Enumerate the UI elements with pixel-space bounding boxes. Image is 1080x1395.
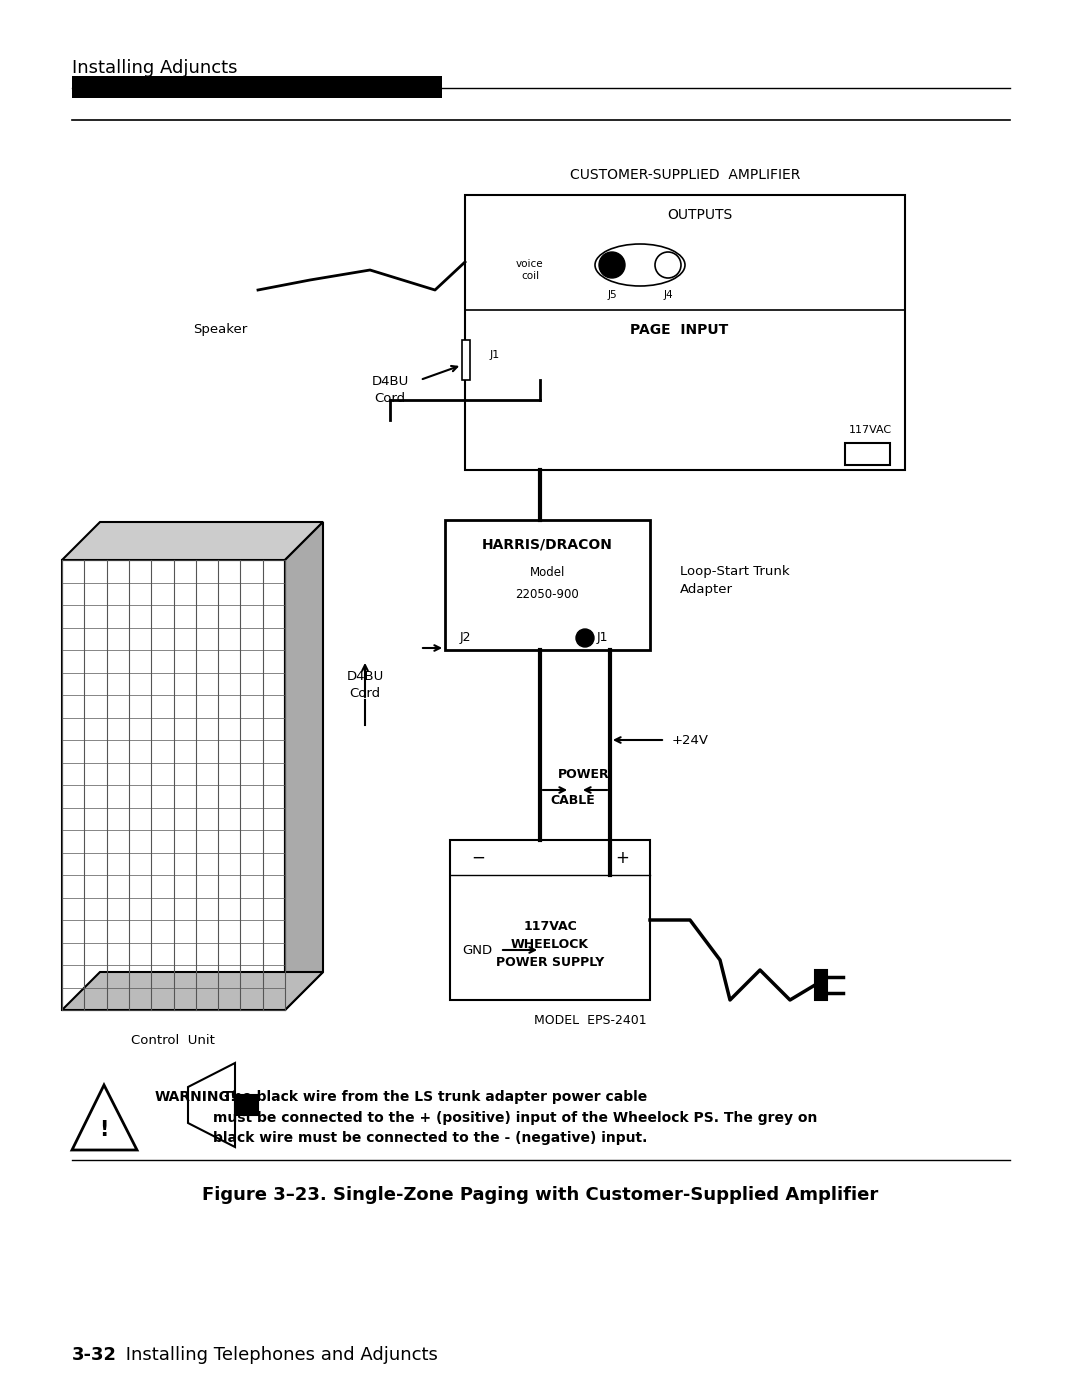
Text: Installing Adjuncts: Installing Adjuncts [72, 59, 238, 77]
Polygon shape [285, 522, 323, 1010]
Bar [465, 195, 905, 470]
Text: J2: J2 [460, 632, 472, 644]
Polygon shape [188, 1063, 235, 1147]
Text: Figure 3–23. Single-Zone Paging with Customer-Supplied Amplifier: Figure 3–23. Single-Zone Paging with Cus… [202, 1186, 878, 1204]
Text: 117VAC: 117VAC [849, 425, 892, 435]
Text: Installing Telephones and Adjuncts: Installing Telephones and Adjuncts [120, 1346, 437, 1364]
Bar [845, 444, 890, 465]
Text: +24V: +24V [672, 734, 708, 746]
Circle shape [576, 629, 594, 647]
Text: WARNING!: WARNING! [156, 1089, 238, 1103]
Text: POWER: POWER [558, 769, 609, 781]
Text: 117VAC
WHEELOCK
POWER SUPPLY: 117VAC WHEELOCK POWER SUPPLY [496, 921, 604, 970]
Polygon shape [72, 1085, 137, 1149]
Text: J1: J1 [490, 350, 500, 360]
Bar [445, 520, 650, 650]
Bar [62, 559, 285, 1010]
Text: 3-32: 3-32 [72, 1346, 117, 1364]
Text: +: + [616, 850, 629, 868]
Text: Model: Model [530, 565, 565, 579]
Text: CABLE: CABLE [550, 794, 595, 806]
Text: Loop-Start Trunk
Adapter: Loop-Start Trunk Adapter [680, 565, 789, 596]
Ellipse shape [595, 244, 685, 286]
Text: Speaker: Speaker [193, 324, 247, 336]
Polygon shape [62, 972, 323, 1010]
Text: 22050-900: 22050-900 [515, 589, 579, 601]
Text: D4BU
Cord: D4BU Cord [347, 670, 383, 700]
Text: Control  Unit: Control Unit [131, 1034, 215, 1046]
Circle shape [654, 252, 681, 278]
Text: J1: J1 [597, 632, 608, 644]
Bar [815, 970, 827, 1000]
Text: −: − [471, 850, 485, 868]
Text: OUTPUTS: OUTPUTS [667, 208, 732, 222]
Text: !: ! [99, 1120, 109, 1140]
Bar [72, 75, 442, 98]
Text: MODEL  EPS-2401: MODEL EPS-2401 [534, 1014, 646, 1027]
Text: The black wire from the LS trunk adapter power cable
must be connected to the + : The black wire from the LS trunk adapter… [213, 1089, 818, 1145]
Polygon shape [62, 522, 323, 559]
Text: PAGE  INPUT: PAGE INPUT [630, 324, 728, 338]
Bar [450, 840, 650, 1000]
Text: voice
coil: voice coil [516, 259, 544, 282]
Text: CUSTOMER-SUPPLIED  AMPLIFIER: CUSTOMER-SUPPLIED AMPLIFIER [570, 167, 800, 181]
Text: GND: GND [462, 943, 492, 957]
Text: J5: J5 [607, 290, 617, 300]
Text: D4BU
Cord: D4BU Cord [372, 375, 408, 405]
Bar [462, 340, 470, 379]
Text: J4: J4 [663, 290, 673, 300]
Circle shape [599, 252, 625, 278]
Text: HARRIS/DRACON: HARRIS/DRACON [482, 538, 613, 552]
Polygon shape [235, 1095, 258, 1115]
